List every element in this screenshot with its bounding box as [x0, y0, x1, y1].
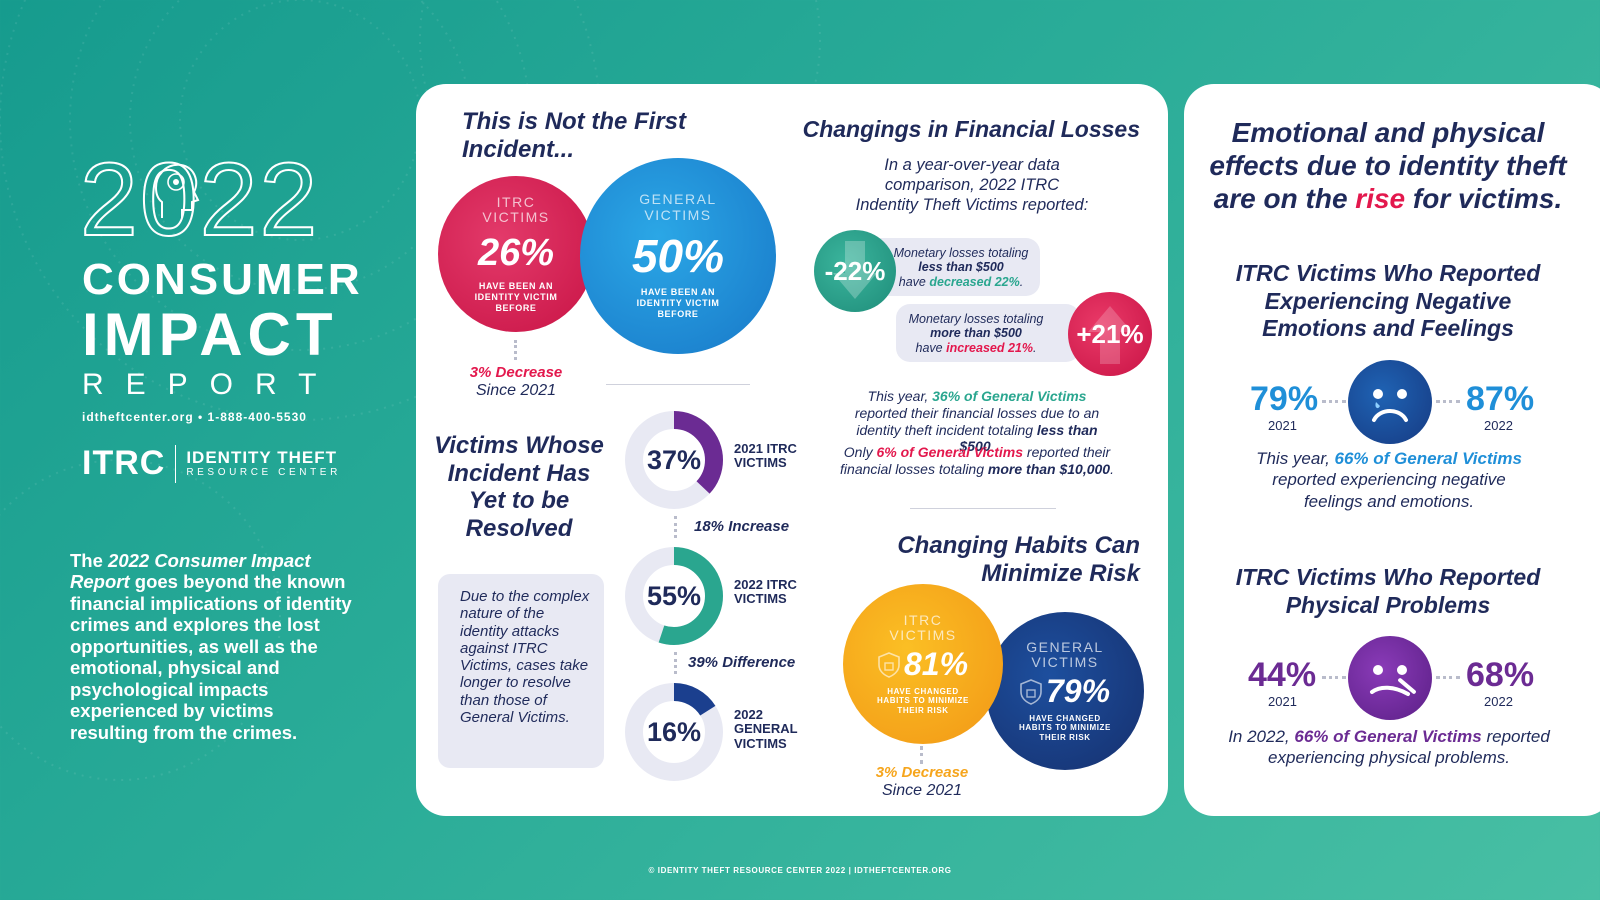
- unresolved-heading: Victims Whose Incident Has Yet to be Res…: [434, 432, 604, 542]
- general-habits-circle: GENERAL VICTIMS 79% HAVE CHANGED HABITS …: [986, 612, 1144, 770]
- habits-since: Since 2021: [881, 782, 963, 799]
- title-report: REPORT: [82, 368, 339, 401]
- increase-label: 18% Increase: [694, 518, 790, 535]
- financial-heading: Changings in Financial Losses: [802, 116, 1140, 142]
- phys-2022-year: 2022: [1484, 694, 1513, 709]
- donut-2021-itrc: 37%: [622, 408, 726, 512]
- donut-2022-general: 16%: [622, 680, 726, 784]
- divider: [606, 384, 750, 385]
- donut-arc: [625, 411, 723, 509]
- donut-label-2022-itrc: 2022 ITRC VICTIMS: [734, 577, 797, 607]
- logo-subtitle: RESOURCE CENTER: [186, 467, 341, 479]
- difference-label: 39% Difference: [688, 654, 796, 671]
- donut-ring: [625, 683, 723, 781]
- phys-2021-pct: 44%: [1248, 656, 1317, 694]
- dots-connector: [1436, 400, 1460, 403]
- donut-label-2021: 2021 ITRC VICTIMS: [734, 441, 797, 471]
- phys-2022-pct: 68%: [1466, 656, 1535, 694]
- title-consumer: CONSUMER: [82, 255, 363, 304]
- stats-card: This is Not the First Incident... ITRC V…: [416, 84, 1168, 816]
- negative-note: This year, 66% of General Victims report…: [1256, 449, 1522, 511]
- plus-pill: Monetary losses totaling more than $500 …: [896, 304, 1080, 362]
- negative-emotions-heading: ITRC Victims Who Reported Experiencing N…: [1235, 260, 1541, 342]
- neg-2021-year: 2021: [1268, 418, 1297, 433]
- donut-arc: [625, 547, 723, 645]
- unresolved-note-box: Due to the complex nature of the identit…: [438, 574, 604, 768]
- donut-2022-itrc: 55%: [622, 544, 726, 648]
- dots-connector: [920, 746, 923, 764]
- plus-21-badge: +21%: [1068, 292, 1152, 376]
- divider: [910, 508, 1056, 509]
- itrc-logo: ITRC IDENTITY THEFT RESOURCE CENTER: [82, 444, 341, 483]
- brain-head-icon: [155, 163, 200, 218]
- sick-face-icon: [1348, 636, 1432, 720]
- donut-arc: [625, 683, 723, 781]
- dots-connector: [674, 516, 677, 538]
- physical-note: In 2022, 66% of General Victims reported…: [1228, 727, 1550, 768]
- shield-icon: [878, 652, 900, 678]
- phys-2021-year: 2021: [1268, 694, 1297, 709]
- first-incident-heading: This is Not the First Incident...: [462, 108, 687, 163]
- footer: © IDENTITY THEFT RESOURCE CENTER 2022 | …: [648, 866, 952, 875]
- sad-face-icon: [1348, 360, 1432, 444]
- dots-connector: [1436, 676, 1460, 679]
- neg-2022-year: 2022: [1484, 418, 1513, 433]
- neg-2022-pct: 87%: [1466, 380, 1535, 418]
- dots-connector: [674, 652, 677, 674]
- minus-22-badge: -22%: [814, 230, 896, 312]
- intro-paragraph: The 2022 Consumer Impact Report goes bey…: [70, 550, 352, 743]
- physical-problems-heading: ITRC Victims Who Reported Physical Probl…: [1235, 564, 1541, 618]
- title-impact: IMPACT: [82, 301, 338, 368]
- dots-connector: [1322, 676, 1346, 679]
- shield-icon: [1020, 679, 1042, 705]
- neg-2021-pct: 79%: [1250, 380, 1319, 418]
- itrc-victims-circle: ITRC VICTIMS 26% HAVE BEEN AN IDENTITY V…: [438, 176, 594, 332]
- emotional-heading: Emotional and physical effects due to id…: [1209, 117, 1567, 215]
- logo-name: IDENTITY THEFT: [186, 447, 337, 467]
- general-victims-circle: GENERAL VICTIMS 50% HAVE BEEN AN IDENTIT…: [580, 158, 776, 354]
- financial-paragraph-1: This year, 36% of General Victims report…: [854, 388, 1100, 455]
- donut-ring: [625, 411, 723, 509]
- financial-paragraph-2: Only 6% of General Victims reported thei…: [840, 444, 1114, 477]
- logo-mark: ITRC: [82, 444, 166, 482]
- habits-heading: Changing Habits Can Minimize Risk: [897, 532, 1140, 587]
- first-incident-since: Since 2021: [475, 382, 557, 399]
- first-incident-change: 3% Decrease: [469, 364, 563, 381]
- donut-ring: [625, 547, 723, 645]
- itrc-habits-circle: ITRC VICTIMS 81% HAVE CHANGED HABITS TO …: [843, 584, 1003, 744]
- down-arrow-icon: [833, 241, 877, 299]
- financial-intro: In a year-over-year data comparison, 202…: [855, 156, 1089, 214]
- contact-info[interactable]: idtheftcenter.org • 1-888-400-5530: [82, 410, 307, 424]
- emotional-card: Emotional and physical effects due to id…: [1184, 84, 1600, 816]
- logo-divider: [175, 444, 177, 483]
- donut-label-2022-general: 2022 GENERAL VICTIMS: [734, 707, 798, 751]
- dots-connector: [1322, 400, 1346, 403]
- dots-connector: [514, 340, 517, 360]
- up-arrow-icon: [1088, 306, 1132, 364]
- habits-change: 3% Decrease: [875, 764, 969, 781]
